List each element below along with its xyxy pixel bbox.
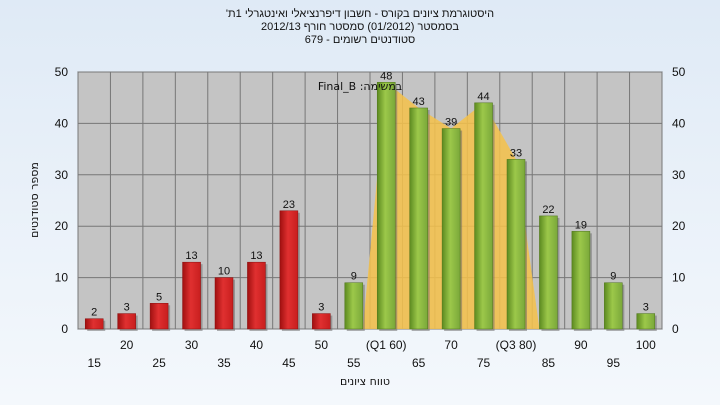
x-tick-label: 90: [574, 338, 588, 352]
data-label: 19: [575, 219, 587, 231]
x-axis-title: טווח ציונים: [340, 375, 390, 388]
x-tick-label: 25: [152, 356, 166, 370]
y-axis-left-ticks: 0 10 20 30 40 50: [55, 65, 69, 336]
x-tick-label: 75: [477, 356, 491, 370]
bar-55: [344, 282, 364, 330]
x-tick-label: 15: [88, 356, 102, 370]
bar-40: [247, 261, 266, 330]
bar-Q380: [506, 159, 526, 330]
y-tick-label-right: 50: [672, 65, 686, 79]
bar-35: [214, 277, 234, 330]
chart-title-line-1: 'היסטוגרמת ציונים בקורס - חשבון דיפרנציא…: [225, 8, 495, 20]
bar-25: [149, 303, 169, 330]
bar-15: [84, 318, 104, 330]
bars: [84, 82, 657, 331]
bar-50: [312, 313, 331, 330]
y-tick-label: 40: [55, 116, 69, 130]
x-tick-label: (Q1 60): [366, 338, 407, 352]
bar-70: [441, 128, 461, 330]
x-tick-label: 45: [282, 356, 296, 370]
y-axis-right-ticks: 0 10 20 30 40 50: [672, 65, 686, 336]
x-tick-label: 30: [185, 338, 199, 352]
y-tick-label: 30: [55, 168, 69, 182]
bar-100: [636, 313, 656, 330]
bar-30: [182, 261, 201, 330]
data-label: 3: [318, 302, 324, 314]
data-label: 23: [283, 199, 295, 211]
bar-95: [604, 282, 623, 330]
y-axis-title: מספר סטודנטים: [28, 162, 41, 238]
x-tick-label: (Q3 80): [496, 338, 537, 352]
x-tick-label: 20: [120, 338, 134, 352]
y-tick-label-right: 40: [672, 116, 686, 130]
chart-title: 'היסטוגרמת ציונים בקורס - חשבון דיפרנציא…: [0, 8, 720, 47]
x-tick-label: 55: [347, 356, 361, 370]
x-tick-label: 50: [315, 338, 329, 352]
y-tick-label-right: 10: [672, 271, 686, 285]
y-tick-label: 20: [55, 219, 69, 233]
y-tick-label: 50: [55, 65, 69, 79]
data-label: 10: [218, 266, 230, 278]
y-tick-label-right: 30: [672, 168, 686, 182]
bar-45: [279, 210, 299, 330]
y-tick-label: 10: [55, 271, 69, 285]
x-tick-label: 70: [444, 338, 458, 352]
data-label: 9: [351, 271, 357, 283]
data-label: 3: [643, 302, 649, 314]
data-label: 48: [380, 70, 392, 82]
x-tick-label: 40: [250, 338, 264, 352]
y-tick-label-right: 0: [672, 322, 679, 336]
data-label: 2: [91, 307, 97, 319]
bar-75: [474, 102, 493, 330]
x-tick-label: 65: [412, 356, 426, 370]
data-label: 13: [250, 250, 262, 262]
bar-20: [117, 313, 136, 330]
bar-Q160: [376, 82, 396, 330]
x-tick-label: 100: [636, 338, 656, 352]
x-tick-label: 35: [217, 356, 231, 370]
data-label: 9: [610, 271, 616, 283]
data-label: 44: [477, 91, 489, 103]
bar-65: [409, 107, 428, 330]
y-tick-label: 0: [61, 322, 68, 336]
assignment-annotation: Final_B :במשימה: [318, 80, 402, 93]
bar-85: [539, 215, 558, 330]
data-label: 33: [510, 147, 522, 159]
x-tick-label: 85: [542, 356, 556, 370]
data-label: 3: [124, 302, 130, 314]
y-tick-label-right: 20: [672, 219, 686, 233]
data-label: 13: [185, 250, 197, 262]
bar-90: [571, 231, 591, 330]
x-tick-label: 95: [607, 356, 621, 370]
data-label: 39: [445, 117, 457, 129]
chart-title-line-3: 679 - סטודנטים רשומים: [304, 34, 416, 46]
data-label: 5: [156, 291, 162, 303]
chart-title-line-2: בסמסטר (01/2012) סמסטר חורף 2012/13: [260, 21, 460, 33]
data-label: 22: [542, 204, 554, 216]
data-label: 43: [413, 96, 425, 108]
x-axis-ticks: 15 20 25 30 35 40 45 50 55 (Q1 60) 65 70 75 (Q3 80) 85…: [88, 338, 657, 370]
